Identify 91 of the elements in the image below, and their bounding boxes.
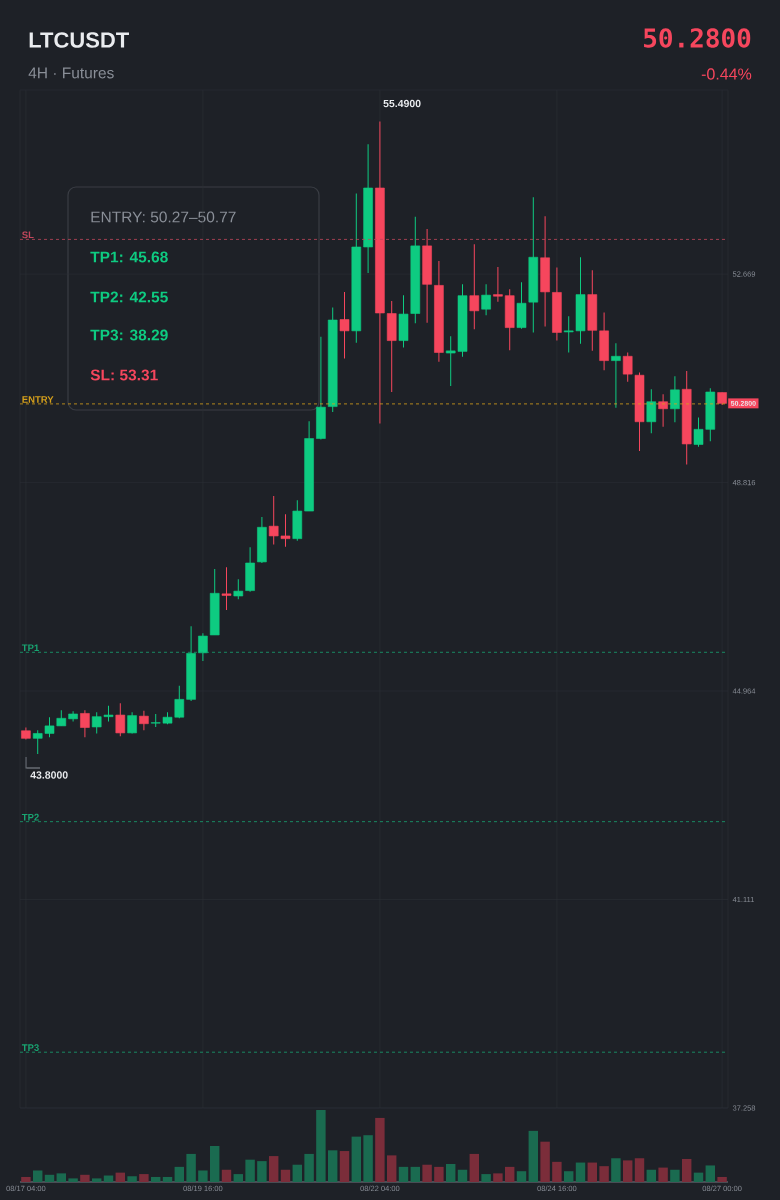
bar — [504, 1166, 515, 1182]
bar — [634, 1158, 645, 1182]
annotation: TP2: 42.55 — [90, 291, 168, 303]
bar — [91, 1178, 102, 1182]
bar — [127, 1176, 137, 1182]
annotation: TP3: 38.29 — [90, 329, 168, 341]
bar — [268, 1156, 279, 1182]
bar — [622, 1160, 633, 1182]
bar — [209, 1146, 220, 1182]
candlestick — [670, 375, 680, 423]
bar — [174, 1166, 185, 1182]
bar — [304, 1153, 314, 1182]
candlestick — [127, 711, 137, 734]
text: -0.44% — [701, 68, 752, 80]
bar — [457, 1169, 468, 1182]
bar — [599, 1166, 609, 1182]
candlestick — [233, 578, 244, 600]
bar — [162, 1176, 173, 1182]
ref-line-label: TP2 — [21, 813, 39, 821]
candlestick — [493, 266, 503, 303]
bar — [516, 1171, 527, 1182]
candlestick — [646, 388, 657, 434]
bar — [658, 1167, 668, 1182]
bar — [327, 1150, 338, 1182]
bar — [80, 1174, 90, 1182]
bar — [528, 1130, 539, 1182]
bar — [351, 1136, 362, 1182]
bar — [445, 1164, 456, 1182]
ref-line-label: SL — [22, 231, 34, 239]
bar — [339, 1151, 350, 1182]
candlestick — [115, 702, 126, 737]
bar — [693, 1172, 704, 1182]
bar — [552, 1161, 562, 1182]
bar — [575, 1162, 586, 1182]
bar — [21, 1176, 31, 1182]
bar — [221, 1169, 232, 1182]
bar — [681, 1158, 692, 1182]
bar — [469, 1153, 480, 1182]
candlestick — [622, 351, 633, 383]
annotation: 55.4900 — [383, 99, 421, 108]
ref-line-label: TP1 — [21, 644, 39, 652]
bar — [257, 1161, 267, 1182]
candlestick — [469, 243, 480, 330]
bar — [32, 1170, 43, 1182]
bar — [563, 1171, 574, 1182]
annotation: SL: 53.31 — [90, 369, 158, 381]
bar — [398, 1166, 409, 1182]
text: 50.2800 — [644, 28, 751, 48]
candlestick — [221, 566, 232, 611]
bar — [611, 1158, 621, 1182]
bar — [493, 1173, 503, 1182]
annotation: ENTRY: 50.27–50.77 — [91, 211, 236, 223]
bar — [705, 1165, 716, 1182]
bar — [115, 1172, 126, 1182]
bar — [481, 1174, 491, 1182]
candlestick — [80, 709, 90, 738]
bar — [245, 1159, 255, 1182]
bar — [56, 1173, 67, 1182]
bar — [422, 1164, 432, 1182]
bar — [587, 1162, 598, 1182]
ref-line-label: TP3 — [21, 1044, 39, 1051]
bar — [186, 1153, 196, 1182]
candlestick — [198, 632, 208, 662]
bar — [410, 1166, 421, 1182]
bar — [434, 1166, 444, 1182]
bar — [386, 1155, 397, 1182]
bar — [280, 1169, 291, 1182]
bar — [363, 1135, 373, 1182]
candlestick — [481, 283, 491, 316]
bar — [68, 1178, 78, 1182]
bar — [150, 1176, 161, 1182]
bar — [198, 1170, 208, 1182]
bar — [540, 1141, 550, 1182]
candlestick — [139, 710, 149, 731]
chart-subtitle: 4H · Futures — [28, 67, 114, 79]
chart-title: LTCUSDT — [29, 32, 129, 48]
candlestick — [339, 291, 350, 359]
candlestick — [68, 710, 78, 723]
annotation: TP1: 45.68 — [90, 251, 168, 263]
bar — [646, 1169, 657, 1182]
bar — [139, 1174, 149, 1182]
bar — [233, 1174, 244, 1182]
bar — [375, 1117, 385, 1182]
bar — [44, 1174, 55, 1182]
bar — [292, 1164, 303, 1182]
annotation: 43.8000 — [30, 771, 68, 779]
bar — [316, 1110, 326, 1182]
bar — [717, 1176, 727, 1182]
bar — [670, 1169, 680, 1182]
candlestick — [611, 342, 621, 409]
ref-line-label: ENTRY — [22, 396, 54, 403]
